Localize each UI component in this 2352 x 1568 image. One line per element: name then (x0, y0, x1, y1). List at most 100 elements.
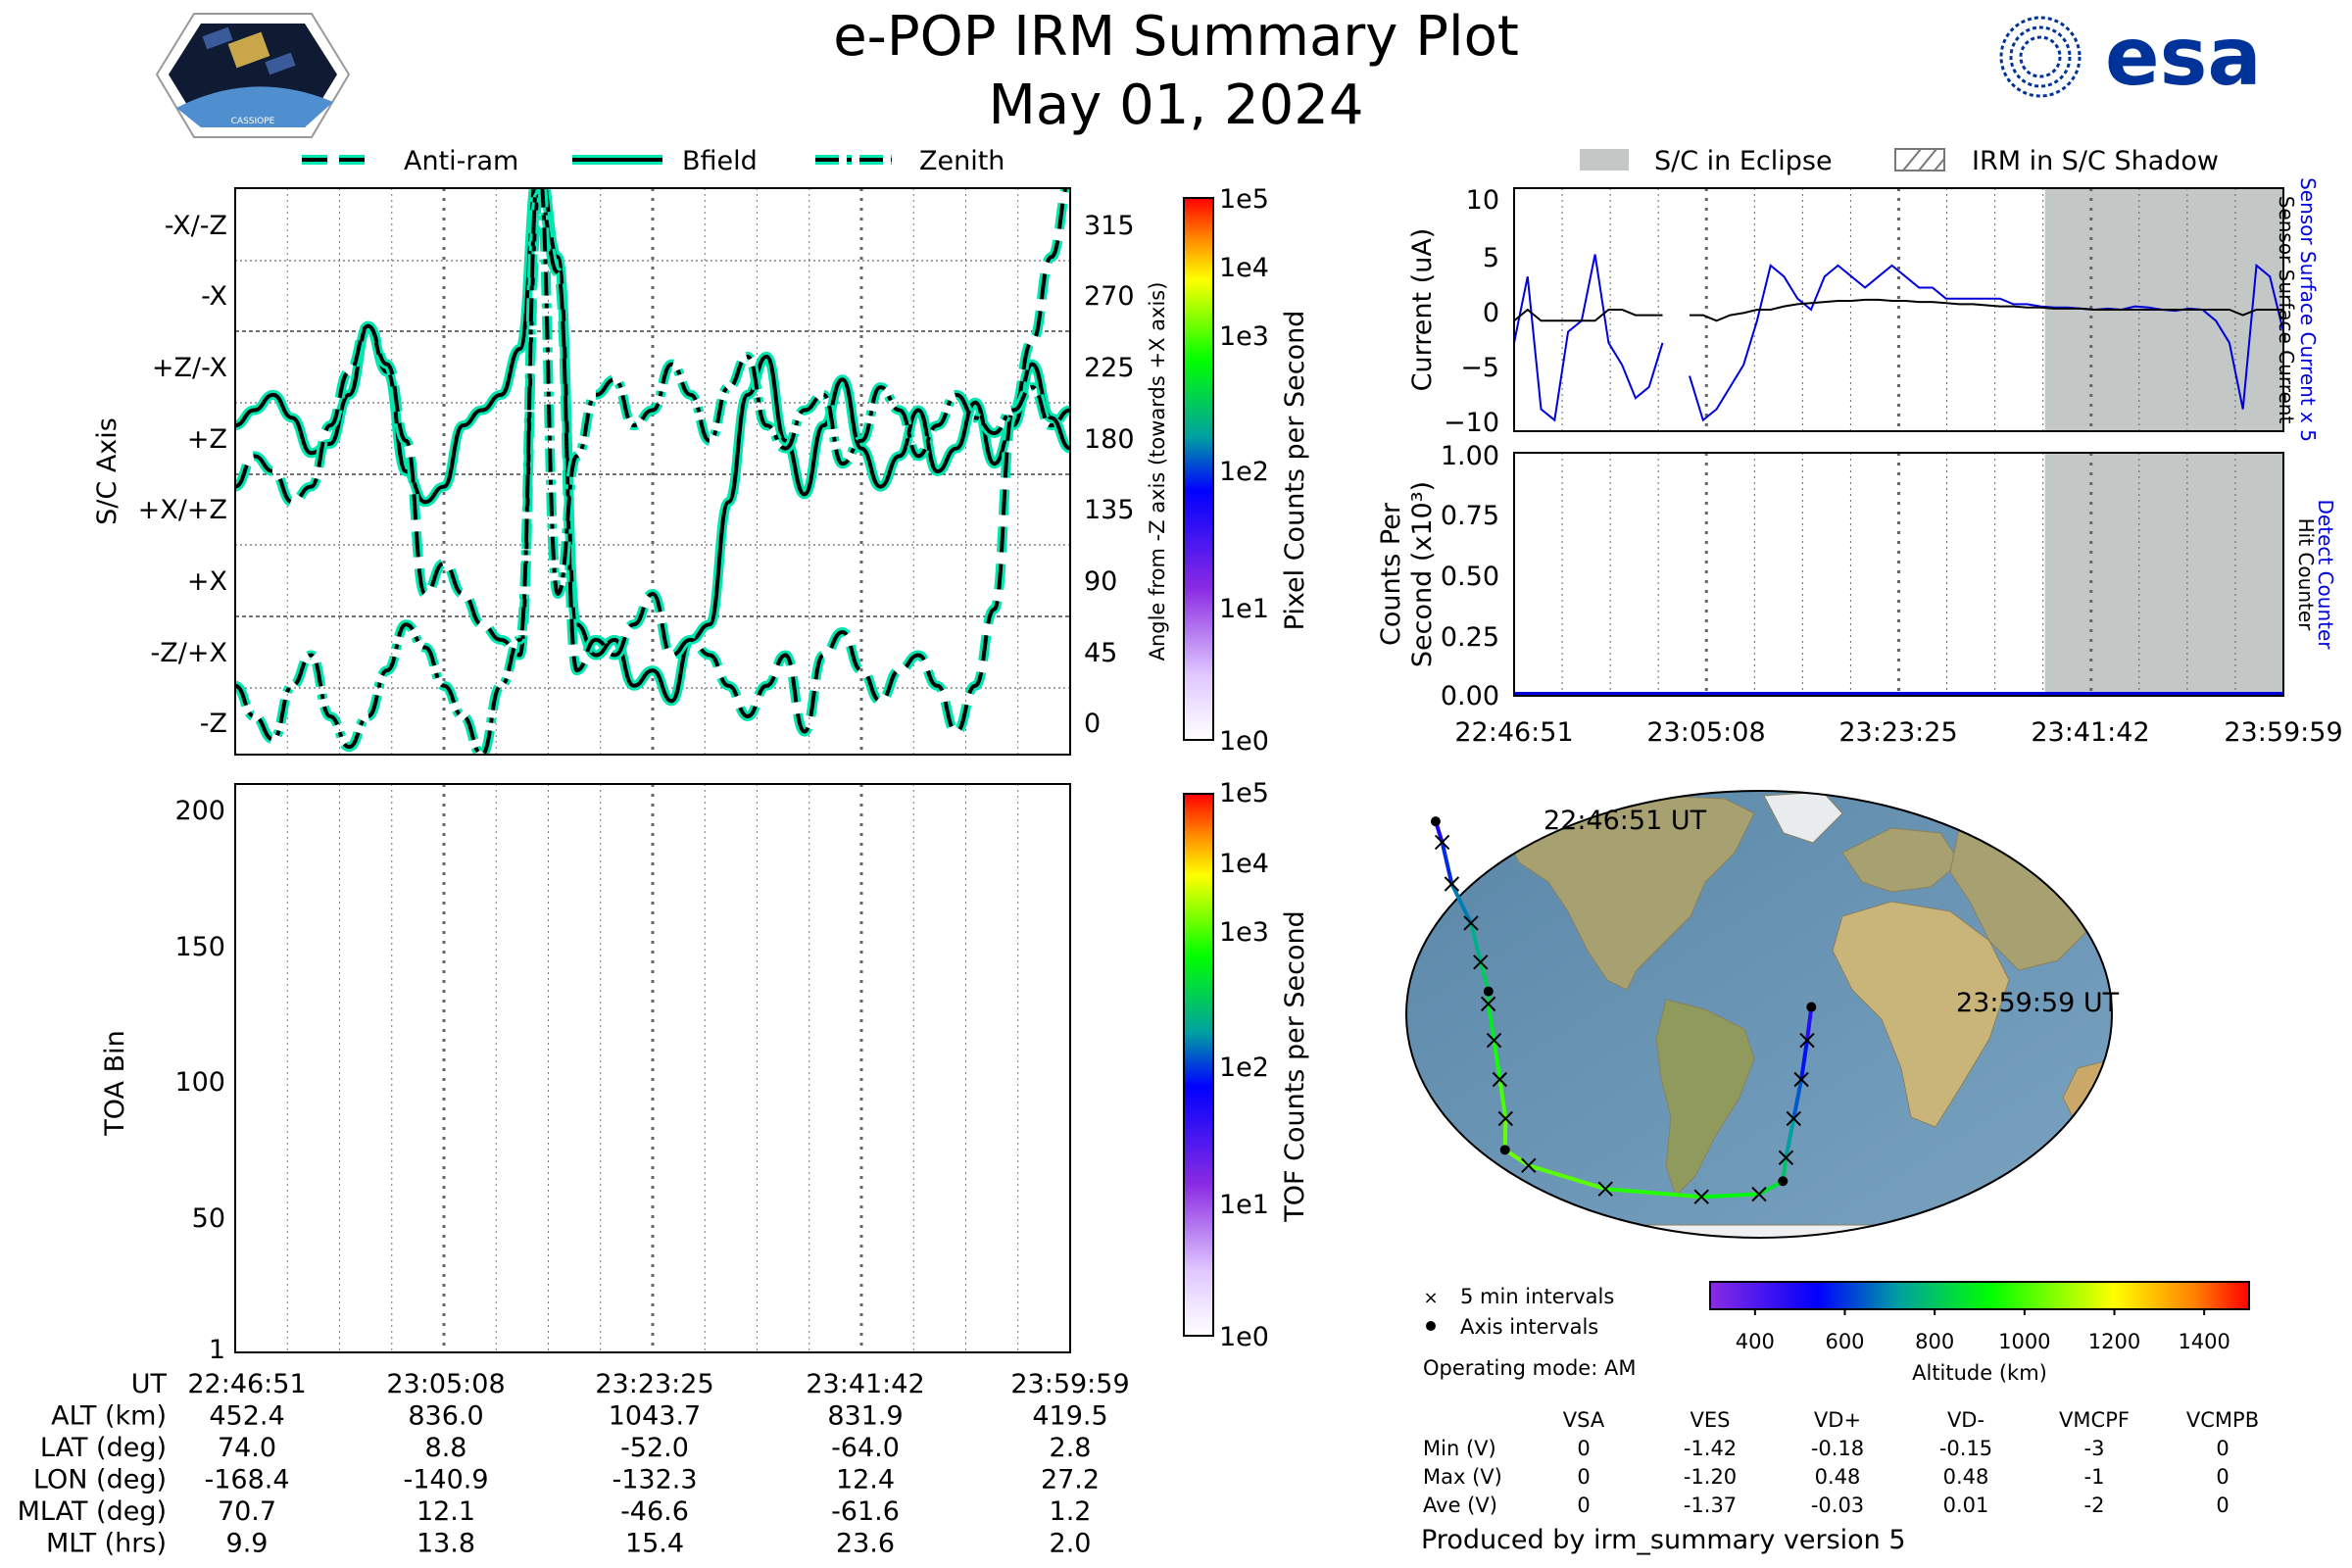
5min-interval-marker (1778, 1150, 1794, 1166)
axis-tick-label: 1.00 (1441, 441, 1499, 471)
5min-interval-marker (1751, 1186, 1767, 1202)
time-tick-label: 22:46:51 (1454, 717, 1573, 748)
ephemeris-cell: 13.8 (416, 1529, 475, 1559)
track-end-label: 23:59:59 UT (1956, 988, 2120, 1018)
current-grid (1561, 188, 2236, 431)
axis-interval-marker (1499, 1145, 1510, 1155)
counts-y-label-line1: Counts Per (1376, 502, 1406, 646)
time-tick-label: 23:23:25 (1838, 717, 1957, 748)
5min-interval-marker (1693, 1189, 1709, 1204)
voltage-header: VCMPB (2186, 1408, 2259, 1432)
orientation-panel: -X/-Z -X +Z/-X +Z +X/+Z +X -Z/+X -Z S/C … (92, 187, 1169, 756)
voltage-cell: -1.37 (1684, 1494, 1737, 1517)
voltage-cell: 0.48 (1943, 1465, 1989, 1489)
legend-zenith-label: Zenith (919, 146, 1004, 176)
legend-zenith: Zenith (815, 146, 1004, 176)
esa-logo-text: esa (2105, 11, 2262, 104)
ephemeris-cell: -140.9 (403, 1465, 488, 1495)
axis-tick-label: -Z/+X (151, 638, 227, 668)
europe (1841, 827, 1961, 893)
time-tick-label: 23:05:08 (1646, 717, 1765, 748)
axis-tick-label: −10 (1444, 408, 1499, 438)
ephemeris-cell: 12.1 (416, 1496, 475, 1527)
counts-grid (1561, 453, 2236, 696)
voltage-cell: 0.48 (1815, 1465, 1861, 1489)
antarctica (1406, 1224, 2112, 1238)
current-traces (1514, 254, 2283, 422)
ephemeris-cell: 9.9 (226, 1529, 269, 1559)
dot-marker-icon (1426, 1321, 1436, 1331)
voltage-header: VES (1690, 1408, 1731, 1432)
voltage-header: VD+ (1814, 1408, 1861, 1432)
axis-tick-label: 1 (209, 1335, 225, 1365)
ephemeris-cell: 8.8 (425, 1433, 467, 1463)
axis-tick-label: −5 (1460, 353, 1499, 383)
current-y-label: Current (uA) (1407, 228, 1438, 392)
axis-tick-label: 225 (1084, 353, 1135, 383)
track-segment (1799, 1038, 1809, 1082)
colorbar-tick: 1200 (2088, 1330, 2140, 1353)
ephemeris-cell: -168.4 (204, 1465, 289, 1495)
voltage-cell: 0.01 (1943, 1494, 1989, 1517)
pixel-colorbar: 1e5 1e4 1e3 1e2 1e1 1e0 Pixel Counts per… (1183, 184, 1310, 757)
axis-tick-label: 315 (1084, 211, 1135, 241)
orientation-right-ticks: 315 270 225 180 135 90 45 0 (1084, 211, 1135, 739)
legend-eclipse-swatch (1580, 149, 1629, 171)
voltage-cell: -1 (2084, 1465, 2105, 1489)
track-segment (1526, 1163, 1608, 1192)
time-tick-label: 23:41:42 (2031, 717, 2149, 748)
axis-interval-marker (1430, 816, 1441, 827)
voltage-row-label: Ave (V) (1423, 1494, 1497, 1517)
ephemeris-cell: 23:59:59 (1010, 1369, 1129, 1399)
colorbar-tick: 1e5 (1219, 778, 1269, 808)
toa-panel: 200 150 100 50 1 TOA Bin (100, 783, 1071, 1365)
cross-marker-icon: × (1423, 1288, 1438, 1308)
colorbar-tick: 1e0 (1219, 1322, 1269, 1352)
legend-shadow-swatch (1894, 148, 1945, 172)
ephemeris-cell: 23:23:25 (595, 1369, 713, 1399)
south-america (1655, 999, 1755, 1197)
5min-interval-marker (1463, 915, 1479, 931)
orientation-y-label: S/C Axis (92, 417, 122, 525)
tof-colorbar: 1e5 1e4 1e3 1e2 1e1 1e0 TOF Counts per S… (1183, 778, 1310, 1352)
ephemeris-cell: 419.5 (1032, 1401, 1107, 1432)
ephemeris-row-label: ALT (km) (51, 1401, 167, 1432)
counts-panel: 1.00 0.75 0.50 0.25 0.00 Counts Per Seco… (1376, 441, 2337, 711)
axis-tick-label: -X/-Z (165, 211, 227, 241)
axis-tick-label: -Z (200, 709, 227, 739)
legend-bfield-label: Bfield (682, 146, 758, 176)
axis-tick-label: +Z (187, 424, 227, 455)
5min-interval-marker (1786, 1110, 1801, 1127)
ephemeris-cell: 22:46:51 (187, 1369, 306, 1399)
operating-mode: Operating mode: AM (1423, 1356, 1636, 1380)
colorbar-tick: 1e1 (1219, 594, 1269, 624)
map-legend: × 5 min intervals Axis intervals Operati… (1423, 1285, 1636, 1380)
5min-interval-marker (1480, 996, 1496, 1012)
5min-interval-marker (1597, 1181, 1613, 1197)
footer-text: Produced by irm_summary version 5 (1421, 1525, 1906, 1555)
voltage-cell: -2 (2084, 1494, 2105, 1517)
colorbar-tick: 1e1 (1219, 1190, 1269, 1220)
axis-tick-label: +X (187, 566, 227, 597)
current-right-label-black: Sensor Surface Current (2275, 196, 2298, 424)
legend-anti-ram-label: Anti-ram (404, 146, 518, 176)
current-frame (1513, 187, 2284, 432)
track-segment (1469, 920, 1483, 964)
axis-tick-label: 100 (174, 1067, 225, 1098)
axis-tick-label: 0 (1084, 709, 1101, 739)
track-segment (1486, 1002, 1496, 1043)
esa-swirl-icon (1999, 16, 2082, 98)
ephemeris-cell: 12.4 (836, 1465, 895, 1495)
colorbar-tick: 1e4 (1219, 849, 1269, 879)
voltage-cell: -0.15 (1939, 1437, 1992, 1460)
track-segment (1791, 1077, 1804, 1121)
5min-interval-marker (1473, 955, 1489, 970)
trace-surface-current (1514, 298, 2283, 322)
colorbar-tick: 400 (1736, 1330, 1775, 1353)
cassiope-logo-text: CASSIOPE (231, 117, 275, 126)
legend-shadow-label: IRM in S/C Shadow (1972, 146, 2219, 176)
axis-tick-label: 135 (1084, 495, 1135, 525)
legend-eclipse-label: S/C in Eclipse (1654, 146, 1833, 176)
ephemeris-cell: 74.0 (218, 1433, 276, 1463)
ephemeris-row-label: MLT (hrs) (46, 1529, 167, 1559)
